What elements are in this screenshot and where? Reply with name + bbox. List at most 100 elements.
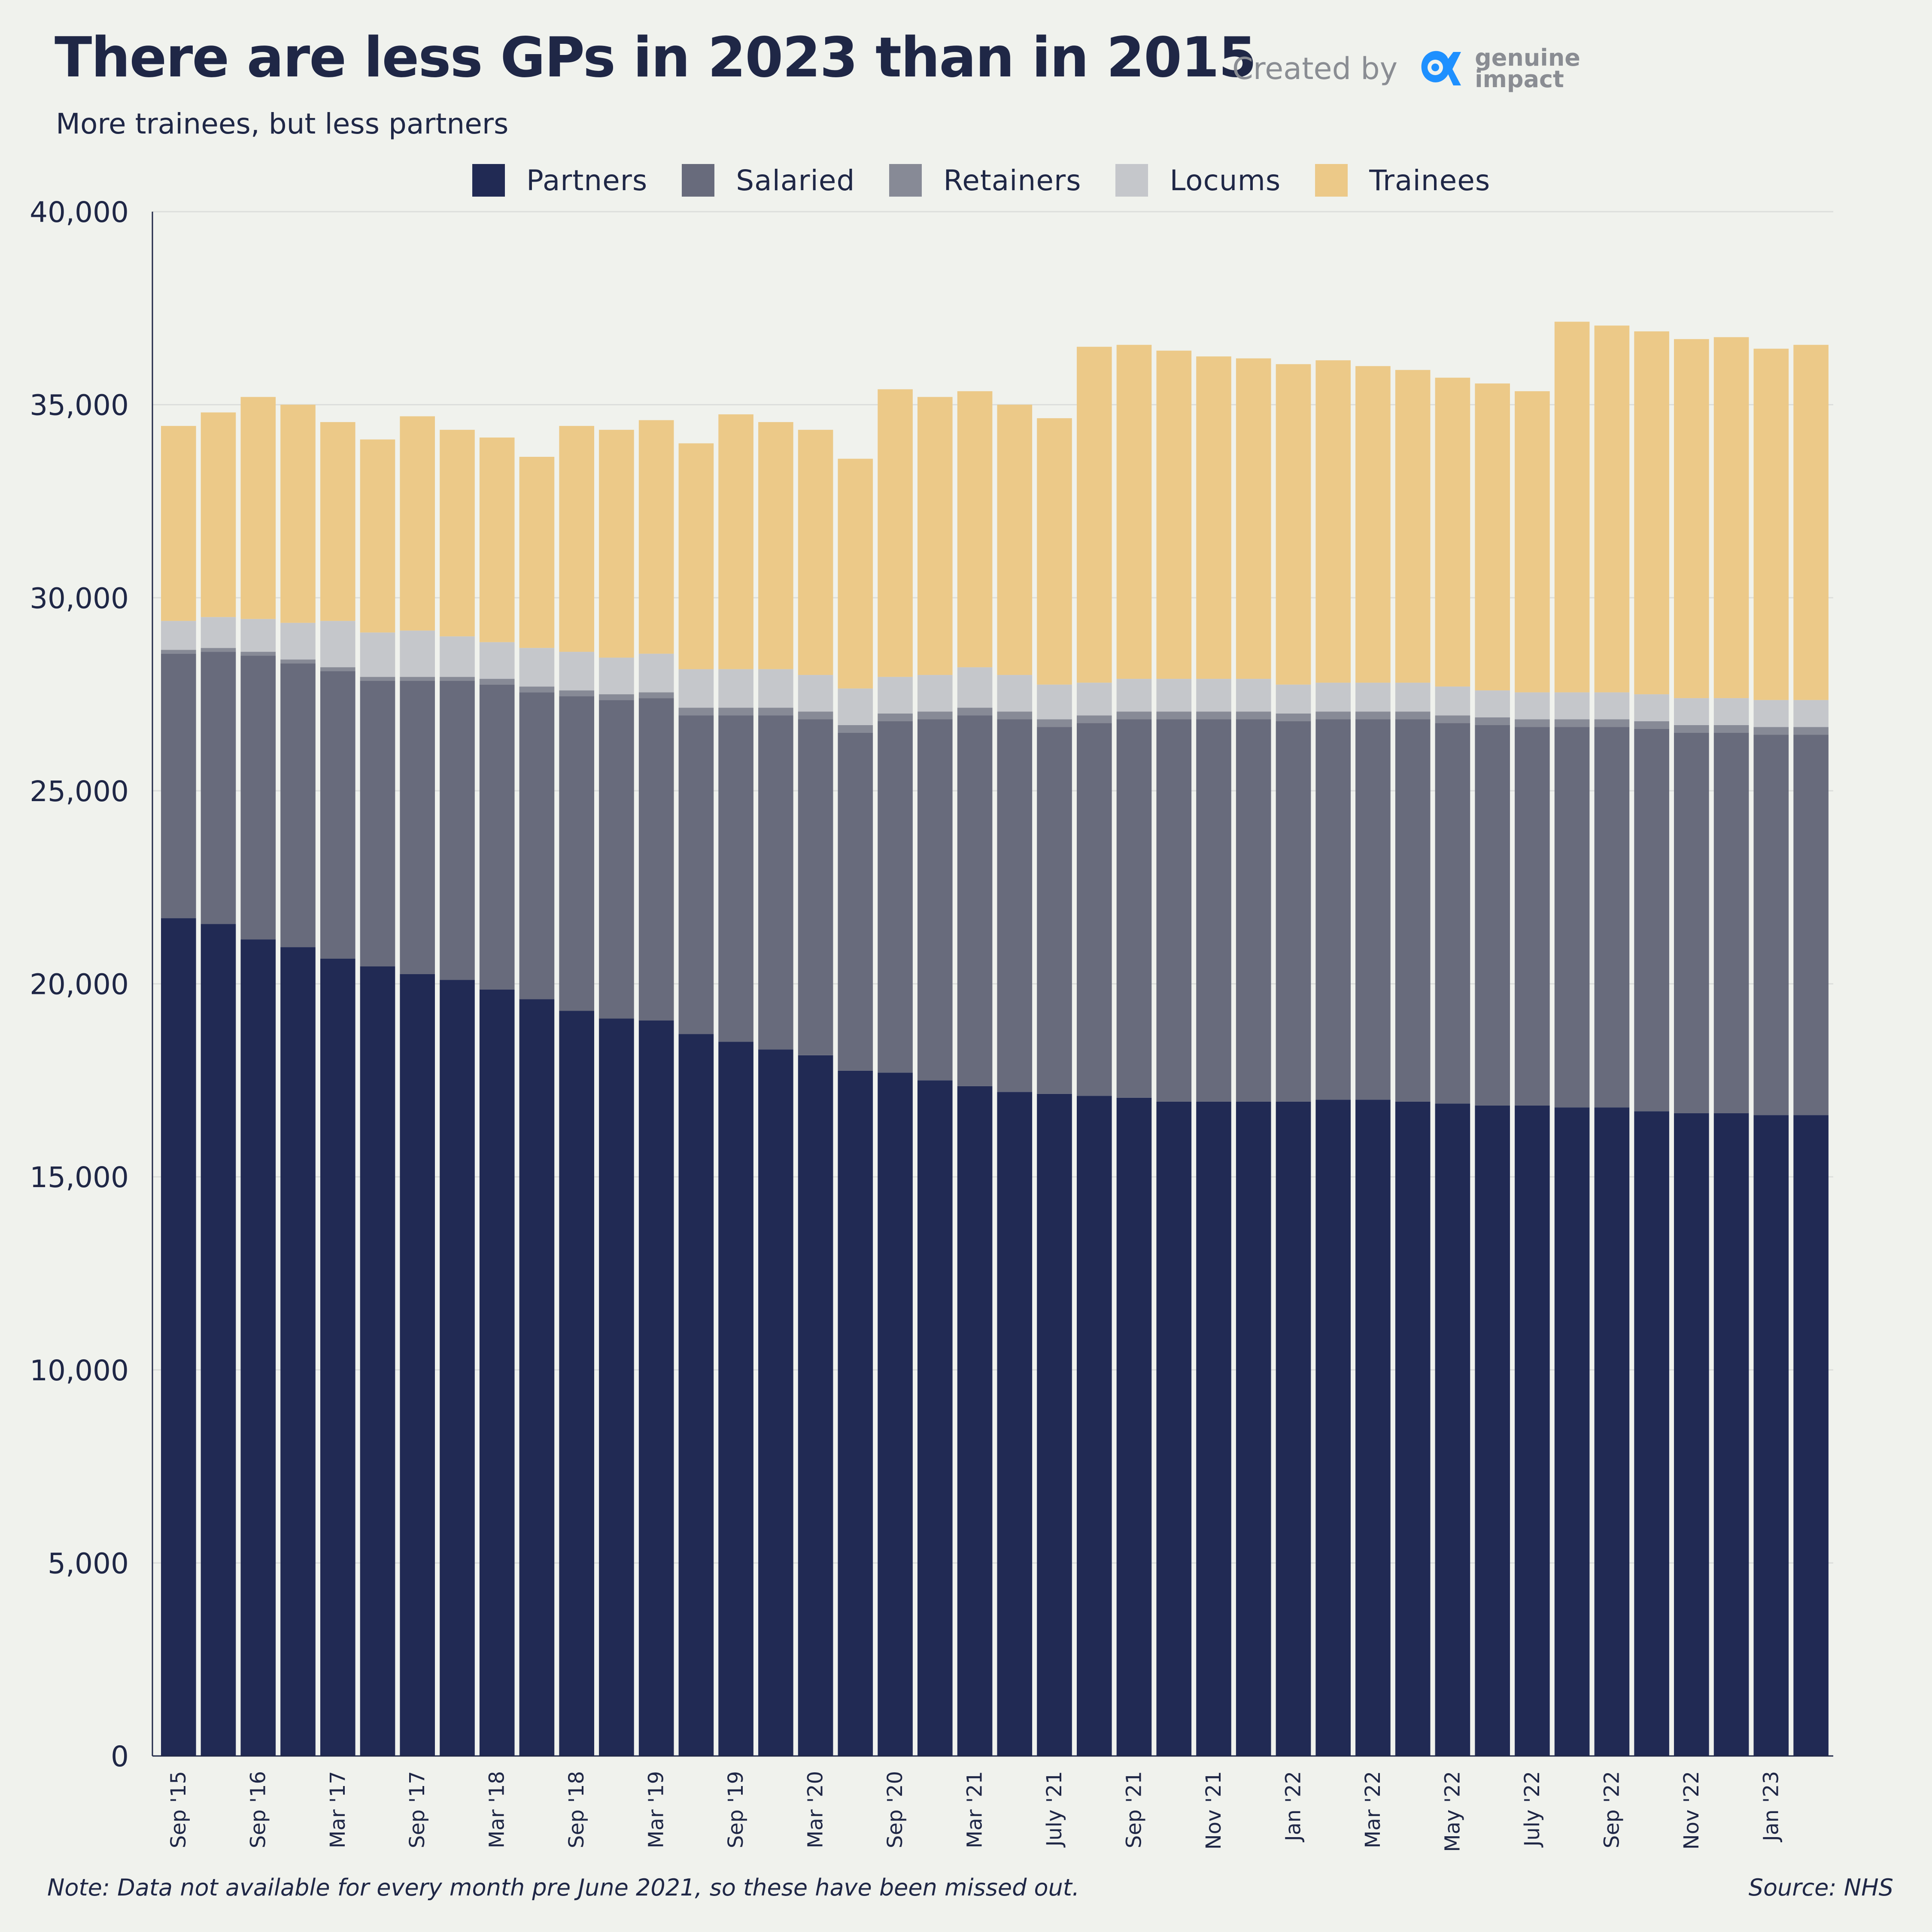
- bar-retainers: [1515, 719, 1550, 727]
- bar-locums: [320, 621, 355, 668]
- bar-salaried: [1315, 719, 1351, 1100]
- bar-trainees: [878, 389, 913, 677]
- source-credit: Source: NHS: [1748, 1874, 1893, 1901]
- bar-partners: [400, 974, 435, 1756]
- bar-trainees: [1594, 325, 1630, 693]
- bar-retainers: [1753, 727, 1789, 735]
- bar-retainers: [1196, 711, 1231, 720]
- bar-partners: [838, 1070, 873, 1756]
- legend-swatch: [1115, 164, 1148, 197]
- bar-retainers: [957, 708, 993, 716]
- bar-retainers: [838, 725, 873, 733]
- legend-item-partners: Partners: [472, 164, 647, 197]
- bar-trainees: [997, 404, 1033, 675]
- bar-locums: [1077, 683, 1112, 716]
- bar-trainees: [718, 414, 753, 669]
- bar-retainers: [1435, 715, 1470, 723]
- legend-label: Salaried: [736, 164, 855, 197]
- bar-locums: [638, 653, 674, 693]
- bar-partners: [1276, 1101, 1311, 1756]
- bar-salaried: [1236, 719, 1271, 1102]
- bar-salaried: [519, 692, 555, 999]
- bar-partners: [440, 980, 475, 1756]
- x-tick-label: Sep '19: [724, 1771, 748, 1848]
- x-tick-label: Sep '17: [405, 1771, 429, 1848]
- bar-trainees: [559, 426, 594, 652]
- bar-salaried: [200, 652, 236, 924]
- bar-trainees: [1196, 356, 1231, 679]
- x-tick-label: Nov '22: [1680, 1771, 1704, 1850]
- bar-locums: [1634, 694, 1669, 721]
- bar-locums: [1554, 692, 1590, 720]
- bar-locums: [200, 617, 236, 648]
- bar-partners: [240, 939, 276, 1756]
- bar-retainers: [997, 711, 1033, 720]
- bar-locums: [1276, 684, 1311, 714]
- legend-swatch: [682, 164, 715, 197]
- bar-trainees: [1077, 346, 1112, 683]
- bar-locums: [1594, 692, 1630, 720]
- bar-salaried: [1435, 723, 1470, 1104]
- bar-retainers: [758, 708, 793, 716]
- bar-retainers: [200, 648, 236, 652]
- bar-trainees: [1355, 366, 1391, 683]
- bar-salaried: [957, 715, 993, 1086]
- bar-salaried: [1793, 735, 1829, 1115]
- bar-retainers: [638, 692, 674, 699]
- bar-salaried: [997, 719, 1033, 1092]
- bar-trainees: [638, 420, 674, 654]
- chart-subtitle: More trainees, but less partners: [56, 107, 509, 140]
- x-tick-label: Jan '23: [1759, 1771, 1783, 1843]
- bar-locums: [1674, 698, 1709, 725]
- bar-partners: [1395, 1101, 1431, 1756]
- bar-partners: [798, 1055, 833, 1756]
- bar-trainees: [1037, 418, 1072, 685]
- bar-partners: [1077, 1096, 1112, 1756]
- bar-partners: [360, 966, 395, 1756]
- legend-swatch: [472, 164, 505, 197]
- bar-locums: [161, 621, 196, 650]
- y-tick-label: 35,000: [30, 389, 129, 422]
- legend-item-trainees: Trainees: [1315, 164, 1490, 197]
- bar-trainees: [1753, 349, 1789, 700]
- bar-trainees: [280, 404, 316, 623]
- bar-retainers: [161, 650, 196, 654]
- bar-retainers: [1276, 714, 1311, 721]
- bar-partners: [519, 999, 555, 1756]
- bar-retainers: [1554, 719, 1590, 727]
- bar-partners: [638, 1020, 674, 1756]
- bar-locums: [1037, 684, 1072, 720]
- bar-retainers: [678, 708, 714, 716]
- bar-partners: [878, 1072, 913, 1756]
- brand-credit: Created by genuine impact: [1232, 41, 1580, 97]
- bar-partners: [161, 918, 196, 1756]
- bar-locums: [957, 667, 993, 708]
- bar-retainers: [1156, 711, 1192, 720]
- bar-locums: [400, 630, 435, 677]
- bar-partners: [1355, 1100, 1391, 1756]
- bar-partners: [957, 1086, 993, 1756]
- bar-partners: [758, 1049, 793, 1756]
- bar-locums: [1156, 679, 1192, 712]
- bar-locums: [1196, 679, 1231, 712]
- x-tick-label: Sep '21: [1122, 1771, 1146, 1848]
- bar-trainees: [519, 457, 555, 648]
- bar-salaried: [280, 663, 316, 947]
- bar-retainers: [1236, 711, 1271, 720]
- bar-retainers: [400, 677, 435, 681]
- bar-retainers: [440, 677, 475, 681]
- bar-retainers: [360, 677, 395, 681]
- bar-locums: [838, 688, 873, 725]
- bar-retainers: [559, 690, 594, 696]
- bar-trainees: [678, 443, 714, 669]
- bar-trainees: [1475, 383, 1510, 691]
- bar-salaried: [1594, 727, 1630, 1108]
- bar-partners: [320, 959, 355, 1756]
- bar-trainees: [957, 391, 993, 668]
- x-tick-label: July '22: [1520, 1771, 1544, 1848]
- y-tick-label: 10,000: [30, 1354, 129, 1387]
- bar-salaried: [479, 684, 515, 990]
- x-tick-label: Mar '17: [326, 1771, 350, 1848]
- bar-salaried: [678, 715, 714, 1034]
- bar-retainers: [1674, 725, 1709, 733]
